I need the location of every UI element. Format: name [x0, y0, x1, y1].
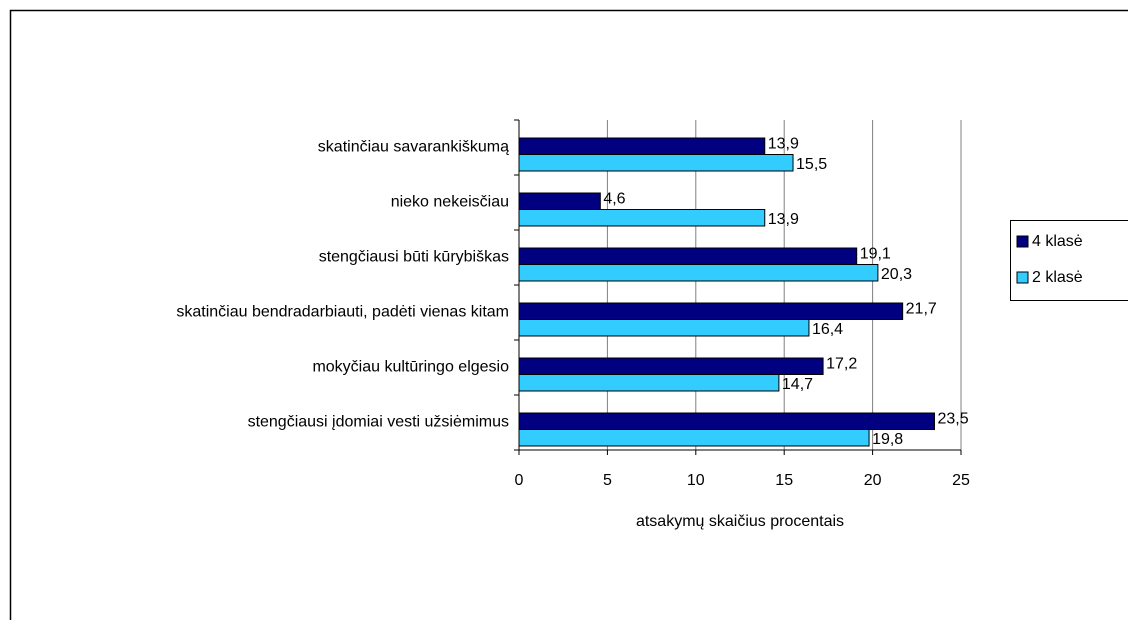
x-tick-label: 25 — [952, 472, 970, 489]
value-label: 14,7 — [782, 376, 813, 393]
bar — [518, 429, 870, 447]
value-label: 19,8 — [872, 431, 903, 448]
value-label: 20,3 — [881, 266, 912, 283]
legend-swatch — [1016, 271, 1029, 284]
value-label: 17,2 — [826, 355, 857, 372]
value-label: 23,5 — [937, 410, 968, 427]
bar — [518, 319, 810, 337]
bar — [518, 357, 824, 375]
value-label: 21,7 — [906, 300, 937, 317]
value-label: 13,9 — [768, 135, 799, 152]
bar — [518, 247, 858, 265]
bar — [518, 264, 879, 282]
value-label: 13,9 — [768, 211, 799, 228]
value-label: 19,1 — [860, 245, 891, 262]
bar — [518, 412, 935, 430]
x-tick-label: 0 — [515, 472, 524, 489]
bar — [518, 154, 794, 172]
value-label: 15,5 — [796, 156, 827, 173]
x-tick-label: 5 — [603, 472, 612, 489]
y-tick-label: stengčiausi įdomiai vesti užsiėmimus — [248, 414, 509, 431]
x-axis-label: atsakymų skaičius procentais — [636, 513, 844, 530]
bar — [518, 137, 766, 155]
y-tick-label: stengčiausi būti kūrybiškas — [319, 249, 509, 266]
legend-box — [1010, 220, 1128, 301]
y-tick-label: nieko nekeisčiau — [391, 194, 509, 211]
legend-label: 2 klasė — [1032, 269, 1083, 286]
y-tick-label: skatinčiau bendradarbiauti, padėti viena… — [176, 304, 509, 321]
bar — [518, 192, 601, 210]
y-tick-label: skatinčiau savarankiškumą — [318, 139, 509, 156]
value-label: 16,4 — [812, 321, 843, 338]
legend-swatch — [1016, 235, 1029, 248]
bar — [518, 209, 766, 227]
bar — [518, 374, 780, 392]
x-tick-label: 20 — [864, 472, 882, 489]
value-label: 4,6 — [603, 190, 625, 207]
x-tick-label: 15 — [775, 472, 793, 489]
x-tick-label: 10 — [687, 472, 705, 489]
bar — [518, 302, 904, 320]
y-tick-label: mokyčiau kultūringo elgesio — [312, 359, 509, 376]
legend-label: 4 klasė — [1032, 233, 1083, 250]
